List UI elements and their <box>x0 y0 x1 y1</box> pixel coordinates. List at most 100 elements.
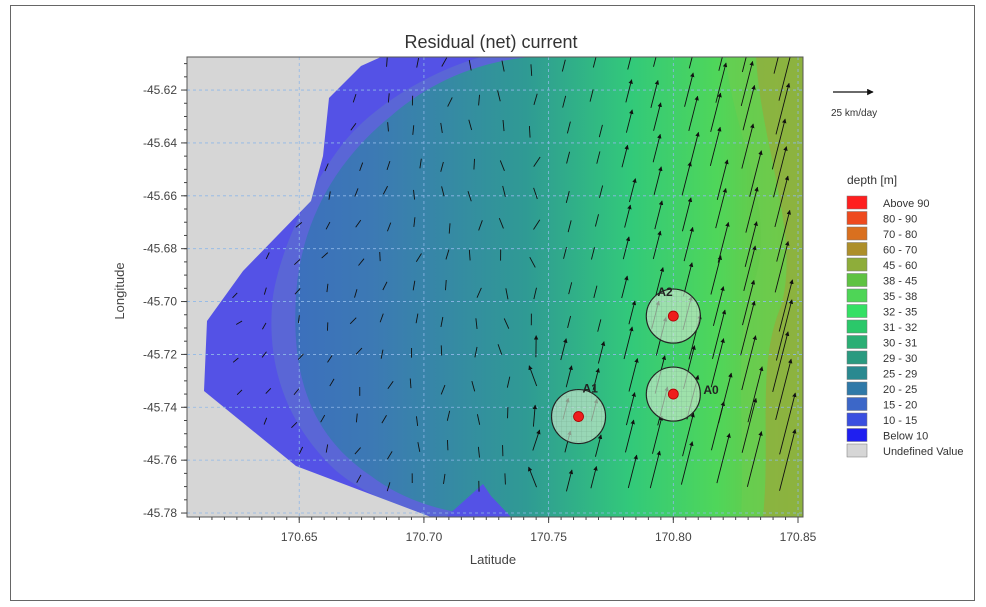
current-vector <box>359 162 364 172</box>
current-vector <box>742 84 756 131</box>
current-vector <box>416 416 419 427</box>
current-vector <box>741 335 757 391</box>
x-tick-label: 170.85 <box>780 530 817 544</box>
current-vector <box>475 318 478 329</box>
current-vector <box>627 454 638 489</box>
legend-item: 45 - 60 <box>846 257 917 272</box>
legend-swatch <box>846 381 868 396</box>
current-vector <box>235 320 243 325</box>
x-tick-label: 170.75 <box>530 530 567 544</box>
current-vector <box>591 247 595 260</box>
current-vector <box>502 119 505 132</box>
current-vector <box>688 57 693 69</box>
current-vector <box>473 158 475 170</box>
current-vector <box>415 313 419 324</box>
current-vector <box>710 401 726 451</box>
current-vector <box>528 125 531 138</box>
current-vector <box>440 161 444 172</box>
legend-label: 60 - 70 <box>883 245 917 257</box>
stations: A2 A1 A0 <box>550 285 719 445</box>
current-vector <box>533 287 537 300</box>
legend-swatch <box>846 288 868 303</box>
current-vector <box>448 223 451 234</box>
legend-label: 45 - 60 <box>883 260 917 272</box>
current-vector <box>298 446 304 455</box>
current-vector <box>413 217 416 227</box>
current-vector <box>565 190 570 203</box>
station-label: A0 <box>703 383 719 397</box>
current-vector <box>566 151 571 164</box>
legend-swatch <box>846 304 868 318</box>
legend-swatch <box>846 412 868 427</box>
current-vector <box>746 431 763 488</box>
current-vector <box>533 187 538 200</box>
legend-label: 80 - 90 <box>883 214 917 226</box>
current-vector <box>533 219 541 230</box>
current-vector <box>468 119 473 131</box>
current-vector <box>382 281 388 291</box>
current-vector <box>387 222 392 232</box>
chart-title: Residual (net) current <box>404 32 577 52</box>
current-vector <box>506 376 511 388</box>
current-vector <box>773 57 779 74</box>
current-vector <box>358 258 365 266</box>
y-tick-label: -45.68 <box>143 242 177 256</box>
current-vector <box>594 214 599 227</box>
y-tick-label: -45.72 <box>143 347 177 361</box>
current-vector <box>652 133 662 163</box>
legend-item: 29 - 30 <box>846 350 917 365</box>
current-vector <box>744 221 758 268</box>
current-vector <box>386 451 393 460</box>
current-vector <box>412 280 416 291</box>
current-vector <box>563 246 567 259</box>
y-tick-label: -45.70 <box>143 295 177 309</box>
y-tick-label: -45.64 <box>143 136 177 150</box>
current-vector <box>297 353 304 360</box>
current-vector <box>446 410 451 421</box>
current-vector <box>589 89 594 102</box>
legend-label: Undefined Value <box>883 446 964 458</box>
current-vector <box>625 392 636 426</box>
current-vector <box>718 57 723 71</box>
plot-area <box>187 57 803 517</box>
current-vector <box>320 414 326 423</box>
current-vector <box>565 469 574 492</box>
current-vector <box>477 446 480 458</box>
current-vector <box>325 221 331 230</box>
legend-swatch <box>846 226 868 241</box>
current-vector <box>232 292 238 299</box>
current-vector <box>622 236 631 260</box>
current-vector <box>354 188 359 197</box>
legend-item: 25 - 29 <box>846 366 917 381</box>
current-vector <box>778 57 791 101</box>
current-vector <box>712 286 725 326</box>
current-vector <box>471 380 476 392</box>
current-vector <box>445 279 447 291</box>
current-vector <box>412 125 415 135</box>
current-vector <box>566 121 571 134</box>
current-vector <box>417 442 421 452</box>
current-vector <box>440 122 443 134</box>
current-vector <box>419 158 422 169</box>
current-vector <box>710 338 725 388</box>
current-vector <box>327 355 333 363</box>
current-vector <box>649 450 661 489</box>
current-vector <box>775 82 791 135</box>
current-vector <box>779 428 797 491</box>
legend-title: depth [m] <box>847 173 897 187</box>
current-vector <box>596 151 601 164</box>
current-vector <box>654 200 664 230</box>
current-vector <box>778 279 794 332</box>
legend-label: Below 10 <box>883 431 928 443</box>
legend-item: 31 - 32 <box>846 319 917 334</box>
current-vector <box>652 415 664 454</box>
current-vector <box>776 209 791 262</box>
current-vector <box>291 421 298 429</box>
legend-item: Above 90 <box>846 195 929 210</box>
current-vector <box>598 124 603 138</box>
current-vector <box>497 344 503 355</box>
legend-label: 35 - 38 <box>883 291 917 303</box>
current-vector <box>743 245 757 292</box>
current-vector <box>528 365 538 387</box>
